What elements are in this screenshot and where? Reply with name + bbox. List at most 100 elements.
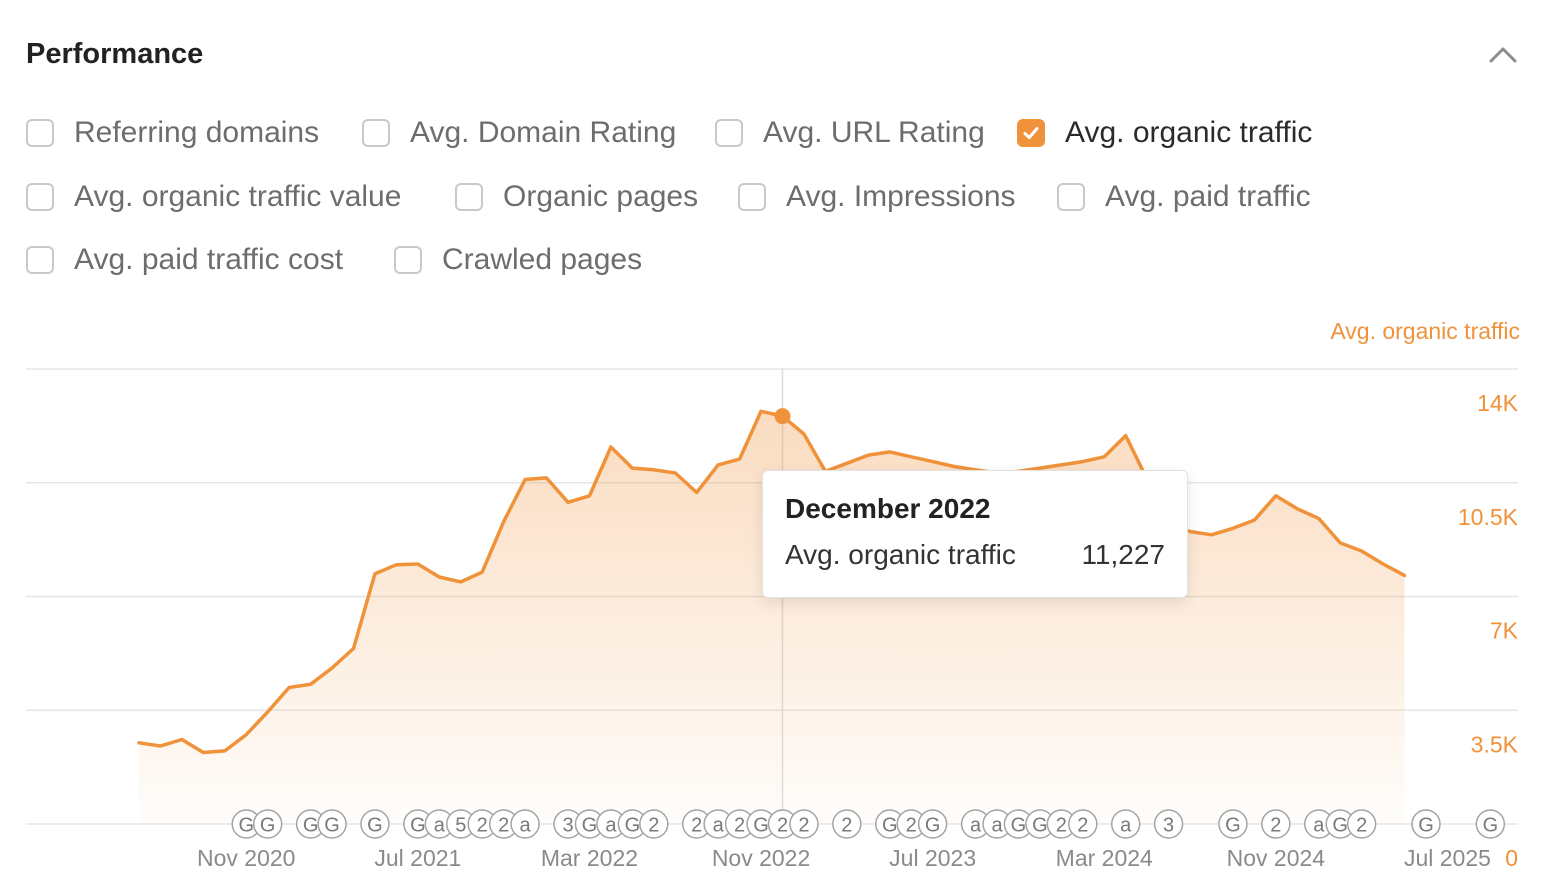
metric-referring-domains[interactable]: Referring domains — [26, 108, 319, 158]
metric-label: Crawled pages — [442, 243, 643, 276]
event-marker-label: G — [625, 815, 641, 837]
check-icon — [1023, 127, 1039, 139]
metric-label: Avg. organic traffic value — [74, 179, 402, 213]
event-marker-label: a — [991, 815, 1003, 837]
event-marker — [832, 809, 862, 839]
checkbox[interactable] — [715, 119, 743, 147]
metric-avg-paid-traffic-cost[interactable]: Avg. paid traffic cost — [26, 235, 343, 285]
event-marker-label: G — [753, 815, 769, 837]
event-marker-label: G — [410, 815, 426, 837]
y-tick-label: 3.5K — [1471, 731, 1519, 757]
event-marker-label: 5 — [455, 815, 466, 837]
chart-area: Avg. organic traffic 0 3.5K 7K 10.5K 14K G G G G… — [0, 300, 1548, 888]
metric-toggles: Referring domains Avg. Domain Rating Avg… — [26, 108, 1526, 299]
event-marker-label: a — [605, 815, 617, 837]
event-marker — [1068, 809, 1098, 839]
x-tick-label: Jul 2025 — [1404, 845, 1491, 871]
tooltip-row: Avg. organic traffic 11,227 — [785, 539, 1165, 571]
series-line — [137, 409, 1407, 755]
event-marker-label: G — [1225, 815, 1241, 837]
event-marker — [1346, 809, 1377, 839]
event-marker-label: 2 — [798, 815, 809, 837]
event-marker-label: G — [882, 815, 898, 837]
event-marker-label: G — [324, 815, 340, 837]
event-marker-label: a — [970, 815, 982, 837]
metric-label: Avg. Impressions — [786, 179, 1016, 213]
metric-crawled-pages[interactable]: Crawled pages — [394, 235, 642, 285]
event-marker-label: G — [367, 815, 383, 837]
metric-row: Avg. paid traffic cost Crawled pages — [26, 235, 1526, 299]
event-marker — [639, 809, 669, 839]
event-marker-label: 2 — [841, 815, 852, 837]
event-marker-label: a — [1313, 815, 1325, 837]
event-marker-label: 2 — [691, 815, 702, 837]
event-marker — [1110, 809, 1141, 839]
metric-avg-organic-traffic-value[interactable]: Avg. organic traffic value — [26, 172, 401, 222]
event-marker-label: G — [1032, 815, 1048, 837]
metric-label: Avg. Domain Rating — [410, 116, 677, 149]
y-tick-label: 0 — [1505, 845, 1518, 871]
metric-label: Avg. paid traffic cost — [74, 243, 344, 276]
event-marker-label: a — [434, 815, 446, 837]
tooltip-metric: Avg. organic traffic — [785, 539, 1016, 570]
checkbox[interactable] — [26, 119, 54, 147]
metric-avg-paid-traffic[interactable]: Avg. paid traffic — [1057, 172, 1311, 222]
collapse-button[interactable] — [1486, 38, 1520, 72]
event-marker — [1261, 809, 1291, 839]
checkbox[interactable] — [1057, 182, 1085, 211]
metric-avg-impressions[interactable]: Avg. Impressions — [738, 172, 1016, 222]
x-tick-label: Mar 2022 — [541, 845, 638, 871]
metric-avg-url-rating[interactable]: Avg. URL Rating — [715, 108, 985, 158]
event-marker — [917, 809, 948, 839]
tooltip-value: 11,227 — [1081, 539, 1165, 570]
metric-label: Organic pages — [503, 179, 699, 213]
event-marker-label: 2 — [1056, 815, 1067, 837]
y-tick-label: 10.5K — [1458, 504, 1519, 530]
tooltip-date: December 2022 — [785, 493, 991, 524]
y-axis-title: Avg. organic traffic — [1330, 318, 1520, 344]
event-marker-label: 2 — [1270, 815, 1281, 837]
event-marker-label: G — [1332, 815, 1348, 837]
metric-label: Avg. organic traffic — [1065, 116, 1313, 149]
panel-header: Performance — [26, 34, 1520, 78]
event-marker-label: G — [260, 815, 276, 837]
y-tick-label: 7K — [1490, 618, 1519, 644]
event-marker-label: 3 — [562, 815, 573, 837]
event-marker — [317, 809, 347, 839]
metric-label: Referring domains — [74, 116, 320, 149]
event-marker-label: 2 — [498, 815, 509, 837]
event-marker-label: G — [582, 815, 598, 837]
metric-avg-organic-traffic[interactable]: Avg. organic traffic — [1017, 108, 1312, 158]
x-tick-label: Nov 2020 — [197, 845, 295, 871]
metric-label: Avg. URL Rating — [763, 116, 985, 149]
event-marker-label: 3 — [1163, 815, 1174, 837]
x-tick-label: Mar 2024 — [1056, 845, 1153, 871]
event-marker-label: 2 — [1077, 815, 1088, 837]
checkbox[interactable] — [362, 119, 390, 147]
metric-row: Avg. organic traffic value Organic pages… — [26, 172, 1526, 236]
event-marker — [1475, 809, 1506, 839]
event-marker-label: G — [1483, 815, 1499, 837]
checkbox[interactable] — [394, 246, 422, 274]
metric-row: Referring domains Avg. Domain Rating Avg… — [26, 108, 1526, 172]
event-marker-label: G — [238, 815, 254, 837]
event-marker-label: G — [303, 815, 319, 837]
event-marker-label: G — [1011, 815, 1027, 837]
metric-label: Avg. paid traffic — [1105, 179, 1311, 213]
checkbox[interactable] — [26, 182, 54, 211]
checkbox[interactable] — [738, 182, 766, 211]
metric-organic-pages[interactable]: Organic pages — [455, 172, 698, 222]
event-marker-label: 2 — [648, 815, 659, 837]
event-marker — [1411, 809, 1441, 839]
checkbox-checked[interactable] — [1017, 119, 1045, 147]
metric-avg-domain-rating[interactable]: Avg. Domain Rating — [362, 108, 676, 158]
event-marker-label: 2 — [734, 815, 745, 837]
event-marker-label: 2 — [477, 815, 488, 837]
checkbox[interactable] — [26, 246, 54, 274]
y-tick-label: 14K — [1477, 390, 1519, 416]
event-marker-label: a — [713, 815, 725, 837]
checkbox[interactable] — [455, 182, 483, 211]
chart-tooltip: December 2022 Avg. organic traffic 11,22… — [762, 470, 1188, 598]
event-marker-label: a — [1120, 815, 1132, 837]
event-marker — [1218, 809, 1248, 839]
